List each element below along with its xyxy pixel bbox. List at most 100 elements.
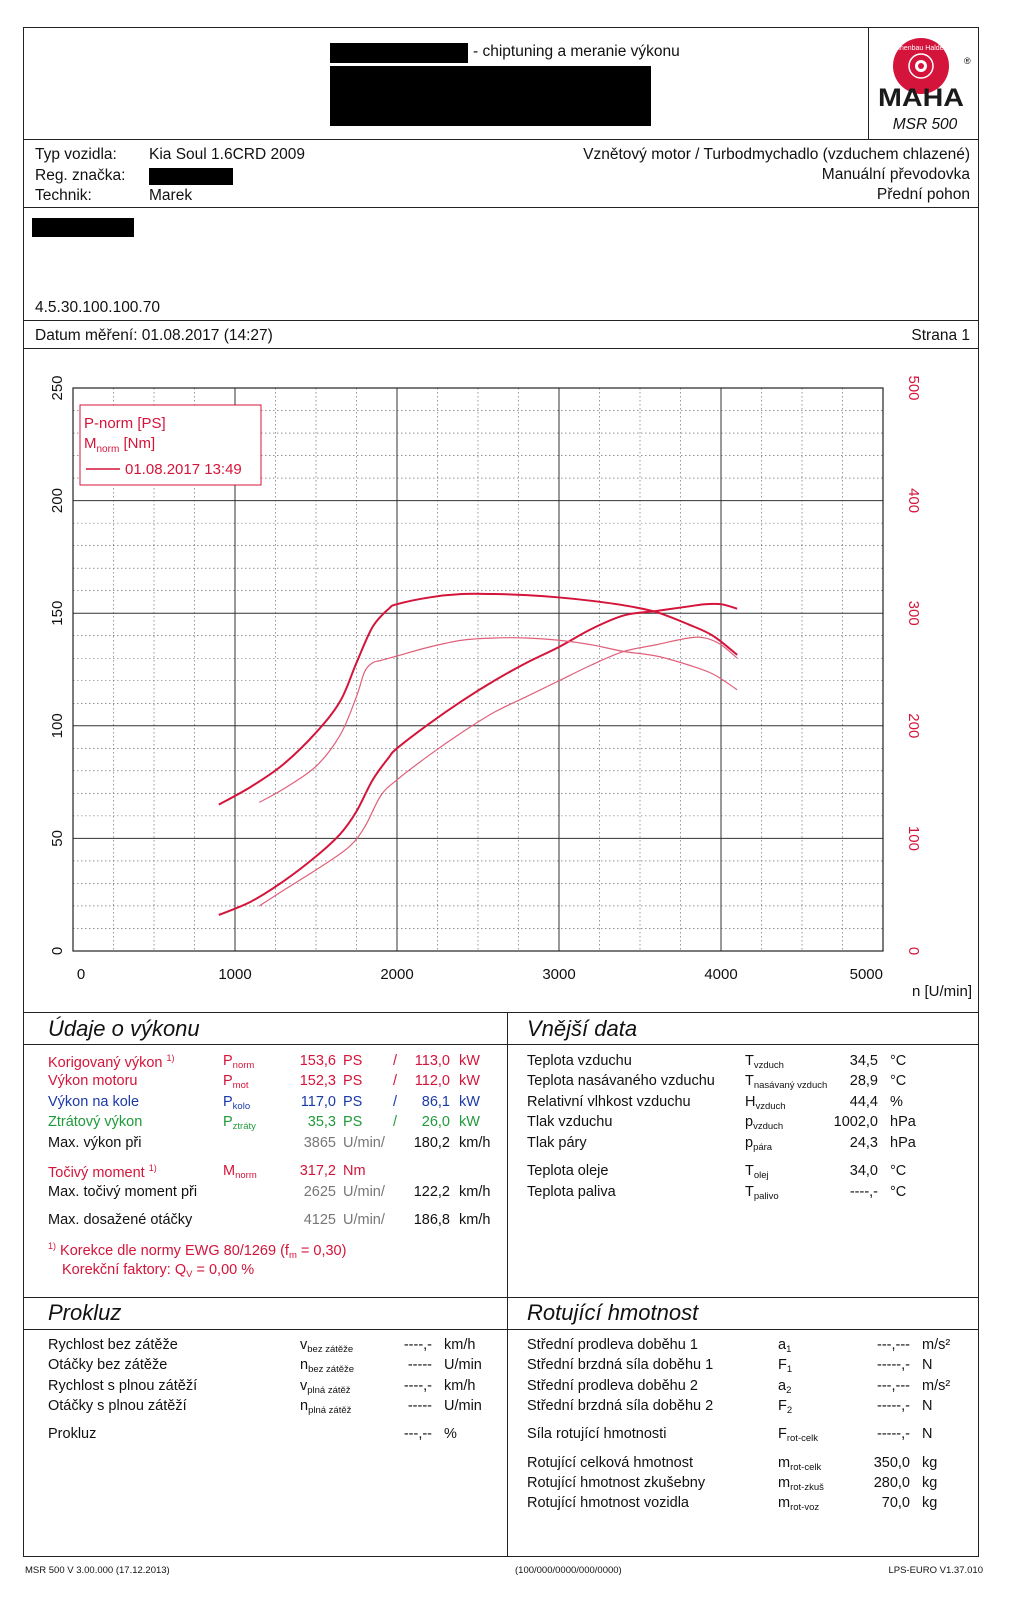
rotating-row-symbol: Frot-celk bbox=[778, 1426, 819, 1444]
external-row-symbol: pvzduch bbox=[745, 1114, 784, 1132]
plot-border bbox=[72, 387, 884, 952]
vehicle-code: 4.5.30.100.100.70 bbox=[35, 299, 160, 316]
rotating-row-value: -----,- bbox=[876, 1398, 910, 1414]
external-row-label: Teplota oleje bbox=[527, 1163, 609, 1179]
maha-logo-graphic: Maschinenbau Haldenwang ® MAHA bbox=[878, 38, 971, 112]
divider-ext-title bbox=[507, 1044, 979, 1045]
wheel-power-ps: 117,0 bbox=[300, 1094, 336, 1110]
external-row-symbol: Tnasávaný vzduch bbox=[745, 1073, 828, 1091]
maha-logo: Maschinenbau Haldenwang ® MAHA bbox=[876, 36, 974, 136]
external-row-value: 24,3 bbox=[849, 1135, 878, 1151]
external-row-label: Teplota nasávaného vzduchu bbox=[527, 1073, 715, 1089]
rotating-row-value: ---,--- bbox=[876, 1337, 910, 1353]
max-torque-rpm-unit: U/min/ bbox=[343, 1184, 385, 1200]
motor-power-ps: 152,3 bbox=[299, 1073, 336, 1089]
series-line-p-norm-ps- bbox=[218, 602, 738, 916]
y-right-tick-label: 100 bbox=[905, 826, 922, 851]
legend-entry-date: 01.08.2017 13:49 bbox=[125, 461, 242, 478]
redacted-customer bbox=[32, 218, 134, 237]
technician-label: Technik: bbox=[35, 187, 92, 204]
corrected-power-unit-kw: kW bbox=[459, 1053, 480, 1069]
y-right-tick-label: 200 bbox=[905, 713, 922, 738]
max-power-rpm-unit: U/min/ bbox=[343, 1135, 385, 1151]
rotating-row-unit: N bbox=[922, 1357, 933, 1373]
correction-factors: Korekční faktory: QV = 0,00 % bbox=[62, 1262, 255, 1280]
rotating-mass-title: Rotující hmotnost bbox=[527, 1300, 699, 1325]
x-axis-label: n [U/min] bbox=[912, 983, 972, 1000]
rotating-row-label: Rotující hmotnost vozidla bbox=[527, 1495, 689, 1511]
corrected-power-slash: / bbox=[393, 1053, 398, 1069]
wheel-power-unit-kw: kW bbox=[459, 1094, 480, 1110]
max-torque-kmh: 122,2 bbox=[413, 1184, 450, 1200]
rotating-row-symbol: a1 bbox=[778, 1337, 792, 1355]
torque-label: Točivý moment 1) bbox=[48, 1163, 157, 1181]
divider-vehicle bbox=[23, 207, 979, 208]
y-left-tick-label: 100 bbox=[49, 713, 66, 738]
rotating-row-symbol: F2 bbox=[778, 1398, 793, 1416]
slip-row-value: ----- bbox=[407, 1398, 432, 1414]
torque-value: 317,2 bbox=[299, 1163, 336, 1179]
loss-power-label: Ztrátový výkon bbox=[48, 1114, 143, 1130]
divider-date bbox=[23, 348, 979, 349]
external-row-unit: °C bbox=[890, 1184, 907, 1200]
rotating-row-unit: N bbox=[922, 1426, 933, 1442]
x-tick-label: 0 bbox=[77, 966, 85, 983]
logo-ring-text: Maschinenbau Haldenwang bbox=[878, 45, 964, 52]
rotating-row-unit: kg bbox=[922, 1475, 938, 1491]
external-row-unit: °C bbox=[890, 1163, 907, 1179]
page-number: Strana 1 bbox=[911, 327, 970, 344]
external-row-symbol: ppára bbox=[745, 1135, 773, 1153]
rotating-row-label: Síla rotující hmotnosti bbox=[527, 1426, 667, 1442]
external-row-value: 28,9 bbox=[849, 1073, 878, 1089]
measurement-date: Datum měření: 01.08.2017 (14:27) bbox=[35, 327, 273, 344]
rotating-row-symbol: mrot-voz bbox=[778, 1495, 820, 1513]
external-row-symbol: Tpalivo bbox=[745, 1184, 779, 1202]
device-model: MSR 500 bbox=[892, 116, 958, 133]
wheel-power-symbol: Pkolo bbox=[223, 1094, 251, 1112]
external-row-unit: °C bbox=[890, 1053, 907, 1069]
wheel-power-label: Výkon na kole bbox=[48, 1094, 140, 1110]
slip-row-label: Otáčky bez zátěže bbox=[48, 1357, 168, 1373]
redacted-company-address bbox=[330, 66, 651, 126]
divider-header bbox=[23, 139, 979, 140]
external-row-value: 34,5 bbox=[849, 1053, 878, 1069]
y-left-tick-label: 250 bbox=[49, 375, 66, 400]
gearbox-type: Manuální převodovka bbox=[821, 166, 970, 183]
slip-row-unit: km/h bbox=[444, 1378, 476, 1394]
rotating-row-label: Rotující celková hmotnost bbox=[527, 1455, 694, 1471]
wheel-power-unit-ps: PS bbox=[343, 1094, 363, 1110]
external-row-unit: hPa bbox=[890, 1135, 916, 1151]
rotating-row-unit: N bbox=[922, 1398, 933, 1414]
corrected-power-label: Korigovaný výkon 1) bbox=[48, 1053, 175, 1071]
rotating-row-symbol: a2 bbox=[778, 1378, 792, 1396]
slip-row-value: ----,- bbox=[403, 1337, 432, 1353]
external-row-label: Teplota vzduchu bbox=[527, 1053, 632, 1069]
max-rpm-value: 4125 bbox=[303, 1212, 336, 1228]
x-tick-label: 4000 bbox=[704, 966, 737, 983]
external-row-unit: hPa bbox=[890, 1114, 916, 1130]
external-row-value: 44,4 bbox=[849, 1094, 878, 1110]
legend-power-label: P-norm [PS] bbox=[84, 415, 166, 432]
motor-power-slash: / bbox=[393, 1073, 398, 1089]
max-torque-kmh-unit: km/h bbox=[459, 1184, 491, 1200]
header-title: - chiptuning a meranie výkonu bbox=[473, 43, 680, 60]
divider-columns bbox=[507, 1012, 508, 1557]
max-rpm-unit: U/min/ bbox=[343, 1212, 385, 1228]
y-left-tick-label: 0 bbox=[49, 947, 66, 955]
divider-code bbox=[23, 320, 979, 321]
slip-row-label: Rychlost bez zátěže bbox=[48, 1337, 178, 1353]
rotating-row-unit: kg bbox=[922, 1495, 938, 1511]
rotating-row-unit: m/s² bbox=[922, 1378, 951, 1394]
wheel-power-slash: / bbox=[393, 1094, 398, 1110]
max-power-kmh: 180,2 bbox=[413, 1135, 450, 1151]
slip-row-unit: km/h bbox=[444, 1337, 476, 1353]
svg-text:®: ® bbox=[964, 56, 971, 66]
motor-power-label: Výkon motoru bbox=[48, 1073, 138, 1089]
y-left-tick-label: 150 bbox=[49, 601, 66, 626]
rotating-row-symbol: mrot-zkuš bbox=[778, 1475, 824, 1493]
loss-power-symbol: Pztráty bbox=[223, 1114, 256, 1132]
motor-power-symbol: Pmot bbox=[223, 1073, 249, 1091]
torque-symbol: Mnorm bbox=[223, 1163, 257, 1181]
x-tick-label: 2000 bbox=[380, 966, 413, 983]
divider-slip-title bbox=[23, 1329, 507, 1330]
